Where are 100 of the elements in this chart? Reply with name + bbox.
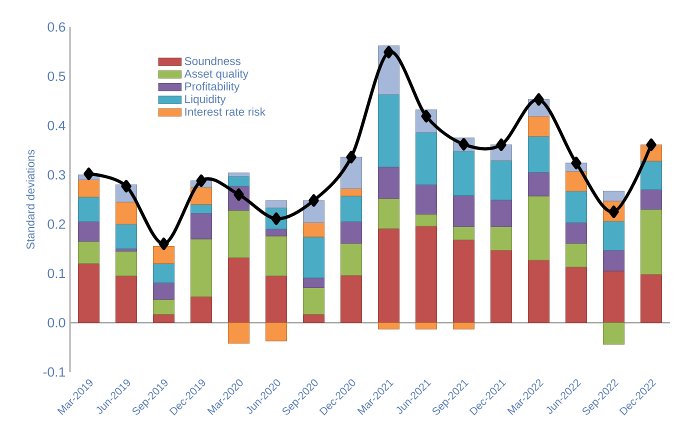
bar (115, 224, 138, 250)
point (534, 93, 544, 106)
bar (452, 150, 475, 196)
y-tick-label: 0.1 (48, 268, 66, 278)
bar (152, 314, 175, 323)
bar (152, 299, 175, 315)
bar (302, 222, 325, 238)
bar (565, 222, 588, 244)
point (158, 238, 169, 250)
bar (78, 196, 100, 222)
bar (302, 287, 325, 315)
bar (152, 282, 175, 300)
point (234, 188, 244, 201)
legend-label: Profitability (185, 82, 240, 93)
bar (490, 200, 512, 227)
bar (78, 221, 100, 242)
bar (265, 228, 288, 236)
y-tick-label: 0.4 (48, 120, 66, 130)
point (196, 174, 206, 188)
bar (265, 276, 288, 323)
bar (190, 213, 212, 240)
bar (602, 220, 625, 251)
bar (378, 198, 400, 229)
bar (265, 200, 288, 208)
bar (228, 210, 250, 258)
point (271, 212, 282, 225)
bar (115, 250, 138, 276)
bar (78, 241, 100, 264)
bar (528, 116, 550, 137)
bar (490, 160, 512, 200)
bar (228, 257, 250, 323)
bar (378, 228, 400, 323)
bar (78, 180, 100, 198)
bar (415, 226, 438, 323)
bar (378, 166, 400, 199)
y-tick-label: 0.6 (48, 22, 66, 32)
bar (415, 132, 438, 185)
bar (452, 322, 475, 330)
y-tick-label: 0.0 (48, 318, 66, 328)
bar (228, 322, 250, 344)
bar (340, 221, 362, 244)
bar (415, 184, 438, 215)
point (84, 168, 94, 180)
bar (378, 322, 400, 330)
bar (302, 278, 325, 288)
bar (115, 276, 138, 323)
bar (190, 296, 212, 323)
bar (452, 195, 475, 227)
point (384, 46, 394, 58)
bar (452, 226, 475, 240)
bar (340, 275, 362, 323)
bar (602, 190, 625, 202)
y-axis-title: Standard deviations (26, 150, 34, 250)
bar (340, 243, 362, 276)
bar (490, 226, 512, 251)
bar (565, 171, 588, 192)
bar (302, 236, 325, 278)
bar (565, 190, 588, 223)
bar (640, 274, 662, 323)
bar (490, 250, 512, 323)
y-tick-label: 0.5 (48, 72, 66, 81)
bar (190, 204, 212, 214)
bar (152, 246, 175, 264)
point (346, 150, 356, 164)
bar (378, 94, 400, 168)
bar (340, 196, 362, 222)
bar (565, 266, 588, 323)
bar (340, 188, 362, 196)
bar (115, 202, 138, 224)
y-tick-label: 0.3 (48, 170, 66, 180)
bar (190, 238, 212, 297)
legend-label: Interest rate risk (185, 107, 266, 116)
bar (415, 322, 438, 330)
bar (528, 136, 550, 173)
point (458, 138, 469, 151)
bar (265, 322, 288, 342)
point (608, 206, 619, 218)
bar (302, 314, 325, 323)
y-tick-label: -0.1 (43, 367, 66, 377)
bar (152, 263, 175, 284)
bar (265, 236, 288, 276)
bar (602, 270, 625, 323)
bar (452, 240, 475, 323)
bar (602, 322, 625, 345)
point (421, 110, 432, 122)
legend-label: Asset quality (184, 69, 248, 80)
bar (640, 189, 662, 210)
bar (528, 260, 550, 323)
bar (528, 196, 550, 260)
legend-label: Liquidity (185, 94, 226, 106)
bar (528, 172, 550, 196)
point (646, 138, 656, 152)
point (571, 156, 582, 170)
bar (228, 172, 250, 177)
bar (640, 160, 662, 190)
y-tick-label: 0.2 (48, 219, 66, 229)
bar (228, 176, 250, 186)
bar (640, 209, 662, 275)
bar (602, 250, 625, 272)
bar (78, 263, 100, 323)
